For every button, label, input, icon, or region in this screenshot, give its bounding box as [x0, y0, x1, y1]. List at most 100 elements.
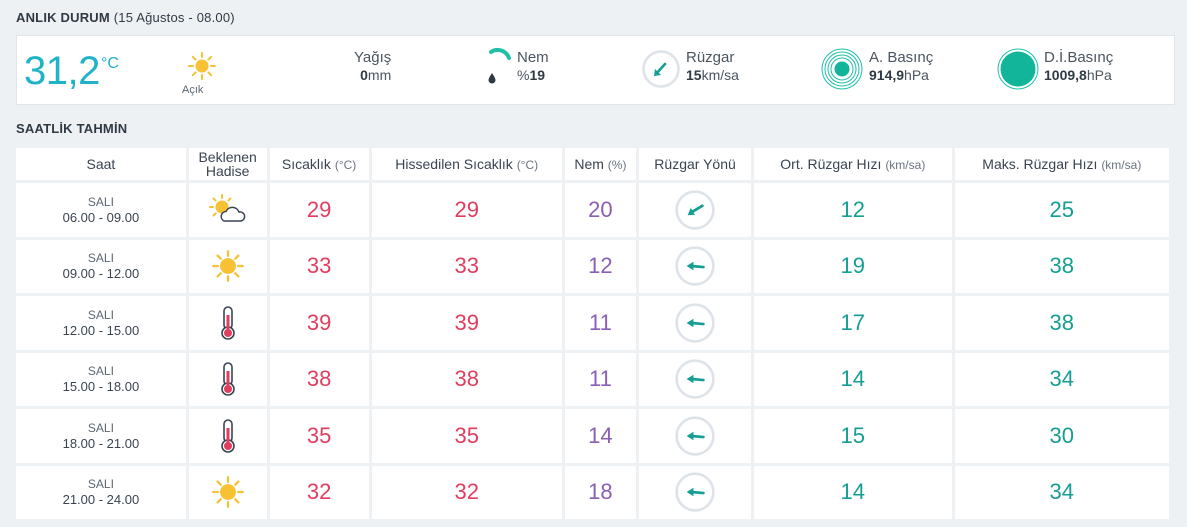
sea-level-pressure-icon	[997, 48, 1039, 90]
time-cell: SALI 12.00 - 15.00	[16, 296, 186, 350]
day-label: SALI	[87, 307, 114, 322]
current-temperature: 31,2	[24, 49, 100, 93]
humidity-metric: Nem %19	[517, 49, 549, 84]
avg-wind-cell: 12	[754, 183, 952, 237]
sea-level-pressure-label: D.İ.Basınç	[1044, 49, 1114, 66]
time-cell: SALI 09.00 - 12.00	[16, 239, 186, 293]
temperature-cell: 39	[269, 296, 369, 350]
humidity-cell: 12	[564, 239, 637, 293]
day-label: SALI	[87, 364, 114, 379]
sun-icon	[189, 249, 267, 283]
max-wind-cell: 34	[954, 465, 1169, 519]
time-range: 18.00 - 21.00	[62, 435, 140, 451]
wind-metric: Rüzgar 15km/sa	[686, 49, 739, 84]
header-sicaklik: Sıcaklık (°C)	[269, 148, 369, 180]
header-hadise: Beklenen Hadise	[188, 148, 267, 180]
wind-direction-cell	[639, 409, 751, 463]
avg-wind-cell: 19	[754, 239, 952, 293]
arrow-west-icon	[639, 302, 751, 344]
pressure-icon	[821, 48, 863, 90]
header-maks-ruzgar: Maks. Rüzgar Hızı (km/sa)	[954, 148, 1169, 180]
humidity-gauge-icon	[488, 48, 511, 84]
table-header-row: Saat Beklenen Hadise Sıcaklık (°C) Hissed…	[16, 148, 1169, 180]
max-wind-cell: 30	[954, 409, 1169, 463]
time-range: 09.00 - 12.00	[62, 266, 140, 282]
arrow-west-icon	[639, 415, 751, 457]
table-row: SALI 15.00 - 18.00 38 38 11 14 34	[16, 352, 1169, 406]
feels-like-cell: 38	[371, 352, 562, 406]
current-subtitle: (15 Ağustos - 08.00)	[113, 10, 235, 25]
weather-cell	[188, 409, 267, 463]
avg-wind-cell: 17	[754, 296, 952, 350]
wind-direction-cell	[639, 352, 751, 406]
partly-cloudy-icon	[189, 193, 267, 227]
weather-cell	[188, 183, 267, 237]
table-row: SALI 06.00 - 09.00 29 29 20 12 25	[16, 183, 1169, 237]
forecast-section-title: SAATLİK TAHMİN	[16, 121, 128, 136]
feels-like-cell: 29	[371, 183, 562, 237]
wind-direction-cell	[639, 465, 751, 519]
sea-level-pressure-unit: hPa	[1086, 67, 1112, 83]
time-cell: SALI 18.00 - 21.00	[16, 409, 186, 463]
time-range: 15.00 - 18.00	[62, 379, 140, 395]
arrow-southwest-icon	[639, 189, 751, 231]
feels-like-cell: 33	[371, 239, 562, 293]
humidity-cell: 14	[564, 409, 637, 463]
header-hissedilen: Hissedilen Sıcaklık (°C)	[371, 148, 562, 180]
feels-like-cell: 35	[371, 409, 562, 463]
avg-wind-cell: 14	[754, 465, 952, 519]
feels-like-cell: 39	[371, 296, 562, 350]
day-label: SALI	[87, 420, 114, 435]
humidity-cell: 18	[564, 465, 637, 519]
time-range: 06.00 - 09.00	[62, 209, 140, 225]
feels-like-cell: 32	[371, 465, 562, 519]
avg-wind-cell: 14	[754, 352, 952, 406]
weather-cell	[188, 465, 267, 519]
precipitation-label: Yağış	[354, 49, 392, 66]
day-label: SALI	[87, 194, 114, 209]
temperature-cell: 32	[269, 465, 369, 519]
current-title: ANLIK DURUM	[16, 10, 110, 25]
current-conditions-card: 31,2 °C Açık Yağış 0mm Nem %19 Rüzgar 15…	[16, 35, 1175, 105]
pressure-label: A. Basınç	[869, 49, 934, 66]
hourly-forecast-table: Saat Beklenen Hadise Sıcaklık (°C) Hissed…	[13, 145, 1172, 522]
time-cell: SALI 21.00 - 24.00	[16, 465, 186, 519]
table-row: SALI 21.00 - 24.00 32 32 18 14 34	[16, 465, 1169, 519]
pressure-metric: A. Basınç 914,9hPa	[869, 49, 933, 84]
arrow-west-icon	[639, 245, 751, 287]
temperature-cell: 35	[269, 409, 369, 463]
sea-level-pressure-metric: D.İ.Basınç 1009,8hPa	[1044, 49, 1113, 84]
humidity-value: 19	[529, 67, 546, 83]
wind-value: 15	[686, 67, 702, 83]
table-row: SALI 09.00 - 12.00 33 33 12 19 38	[16, 239, 1169, 293]
temperature-cell: 33	[269, 239, 369, 293]
thermometer-icon	[189, 305, 267, 341]
temperature-cell: 29	[269, 183, 369, 237]
precipitation-value: 0	[360, 67, 368, 83]
current-temperature-unit: °C	[101, 55, 119, 72]
max-wind-cell: 25	[954, 183, 1169, 237]
header-nem: Nem (%)	[564, 148, 637, 180]
humidity-label: Nem	[517, 49, 549, 66]
precipitation-unit: mm	[367, 67, 392, 83]
arrow-west-icon	[639, 358, 751, 400]
humidity-cell: 20	[564, 183, 637, 237]
thermometer-icon	[189, 418, 267, 454]
sun-icon	[188, 52, 216, 80]
wind-direction-cell	[639, 183, 751, 237]
wind-direction-cell	[639, 296, 751, 350]
humidity-prefix: %	[517, 67, 530, 83]
temperature-cell: 38	[269, 352, 369, 406]
header-ruzgar-yonu: Rüzgar Yönü	[639, 148, 751, 180]
humidity-cell: 11	[564, 352, 637, 406]
time-range: 21.00 - 24.00	[62, 492, 140, 508]
wind-unit: km/sa	[701, 67, 739, 83]
time-cell: SALI 15.00 - 18.00	[16, 352, 186, 406]
pressure-value: 914,9	[869, 67, 905, 83]
sea-level-pressure-value: 1009,8	[1044, 67, 1087, 83]
pressure-unit: hPa	[904, 67, 929, 83]
arrow-west-icon	[639, 471, 751, 513]
avg-wind-cell: 15	[754, 409, 952, 463]
time-cell: SALI 06.00 - 09.00	[16, 183, 186, 237]
day-label: SALI	[87, 477, 114, 492]
